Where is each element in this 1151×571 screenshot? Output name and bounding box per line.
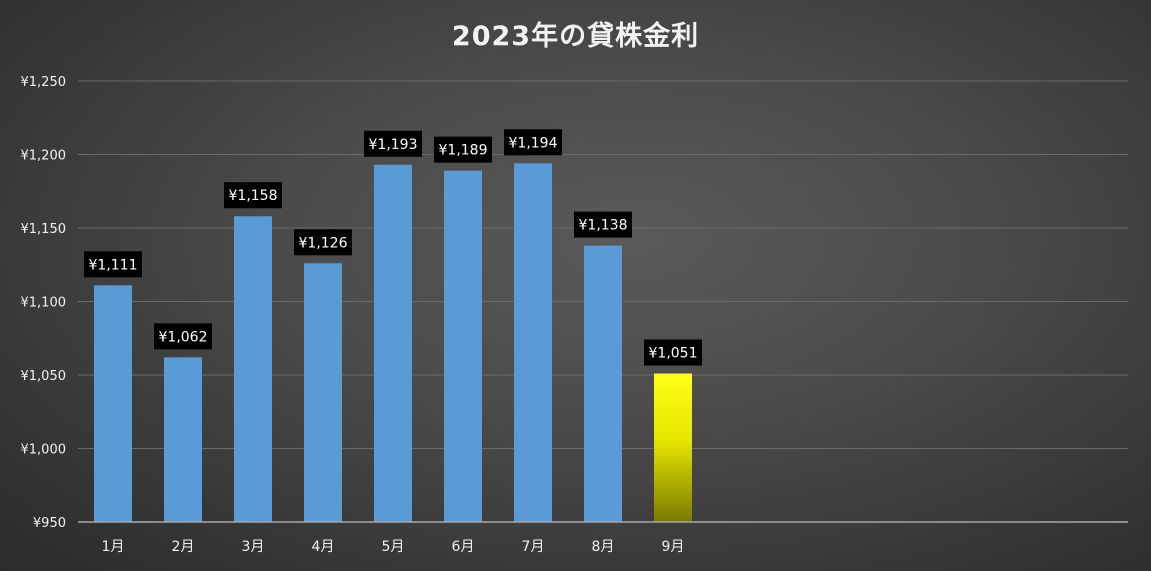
bar [514, 163, 552, 522]
bar [374, 164, 412, 523]
data-label-box [154, 323, 212, 350]
chart-title: 2023年の貸株金利 [451, 21, 700, 52]
x-tick-label: 8月 [592, 539, 615, 555]
data-label: ¥1,189 [439, 143, 488, 159]
x-tick-label: 2月 [172, 539, 195, 555]
data-label-box [434, 136, 492, 163]
x-tick-label: 3月 [242, 539, 265, 555]
x-tick-label: 9月 [662, 539, 685, 555]
bar [94, 285, 132, 522]
y-tick-label: ¥1,250 [21, 75, 67, 90]
y-tick-label: ¥950 [33, 516, 66, 531]
data-label: ¥1,062 [159, 329, 208, 345]
data-label-box [224, 182, 282, 209]
y-tick-label: ¥1,100 [21, 296, 67, 311]
x-tick-label: 5月 [382, 539, 405, 555]
bars [94, 163, 692, 523]
data-label: ¥1,111 [89, 257, 138, 273]
bar-highlight [654, 373, 692, 522]
data-label-box [364, 130, 422, 157]
data-labels: ¥1,111 ¥1,062 ¥1,158 ¥1,126 ¥1,193 ¥1,189 ¥1,1… [84, 129, 702, 366]
data-label: ¥1,126 [299, 235, 348, 251]
bar [234, 216, 272, 523]
x-tick-label: 6月 [452, 539, 475, 555]
data-label-box [294, 229, 352, 256]
y-tick-label: ¥1,000 [21, 443, 67, 458]
bar [444, 170, 482, 523]
y-tick-label: ¥1,150 [21, 222, 67, 237]
x-tick-label: 1月 [102, 539, 125, 555]
bar [584, 245, 622, 522]
y-tick-label: ¥1,050 [21, 369, 67, 384]
x-tick-label: 7月 [522, 539, 545, 555]
x-tick-label: 4月 [312, 539, 335, 555]
data-label: ¥1,158 [229, 188, 278, 204]
bar [304, 263, 342, 522]
data-label: ¥1,051 [649, 346, 698, 362]
data-label: ¥1,193 [369, 137, 418, 153]
axes: ¥950 ¥1,000 ¥1,050 ¥1,100 ¥1,150 ¥1,200 ¥1,250… [21, 75, 1128, 555]
data-label-box [644, 339, 702, 366]
data-label-box [574, 211, 632, 238]
data-label: ¥1,138 [579, 218, 628, 234]
y-tick-label: ¥1,200 [21, 149, 67, 164]
data-label-box [84, 251, 142, 278]
data-label: ¥1,194 [509, 135, 558, 151]
bar [164, 357, 202, 522]
data-label-box [504, 129, 562, 156]
